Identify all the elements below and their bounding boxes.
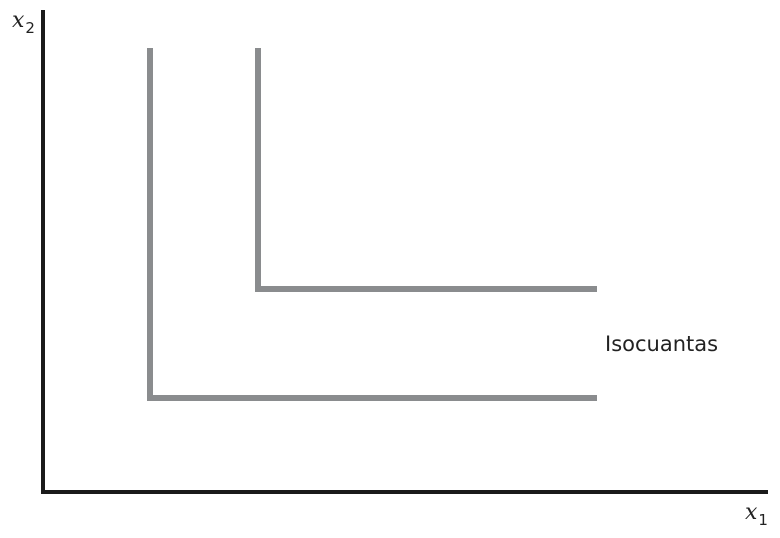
x-axis-label: x1 bbox=[745, 500, 768, 529]
isoquant-upper bbox=[255, 48, 597, 292]
isoquants-label: Isocuantas bbox=[605, 332, 718, 356]
isoquant-lower bbox=[147, 48, 597, 401]
y-axis-label: x2 bbox=[12, 8, 35, 37]
